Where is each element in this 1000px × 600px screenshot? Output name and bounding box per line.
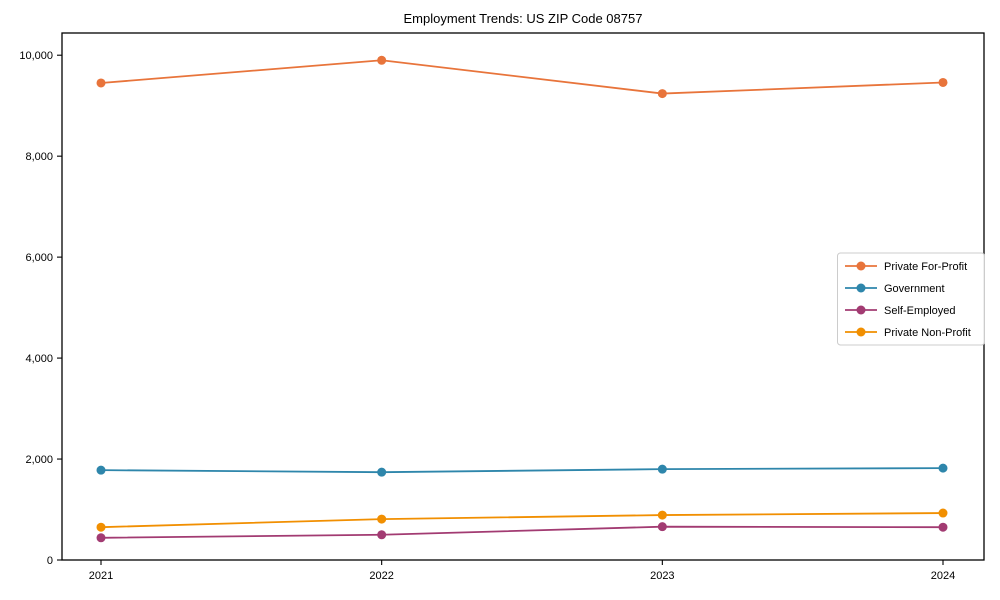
legend-box: [837, 252, 985, 346]
data-point-private-non-profit-2022: [377, 514, 387, 524]
legend: Private For-Profit Government Self-Employe…: [837, 252, 985, 346]
data-point-government-2023: [657, 464, 667, 474]
data-point-self-employed-2022: [377, 530, 387, 540]
data-point-private-non-profit-2023: [657, 510, 667, 520]
y-tick-label: 8,000: [25, 151, 53, 163]
y-tick-label: 4,000: [25, 353, 53, 365]
data-point-government-2022: [377, 467, 387, 477]
series-line-private-for-profit: [100, 59, 944, 95]
series-line-government: [100, 467, 944, 474]
x-tick-label: 2022: [369, 570, 393, 582]
series-private-non-profit: [96, 508, 948, 532]
x-tick-label: 2021: [89, 570, 113, 582]
legend-label: Government: [884, 283, 945, 295]
chart-title: Employment Trends: US ZIP Code 08757: [404, 11, 643, 26]
legend-label: Private For-Profit: [884, 261, 967, 273]
series-government: [96, 463, 948, 477]
data-point-government-2024: [938, 463, 948, 473]
series-line-self-employed: [100, 525, 944, 539]
data-point-private-for-profit-2021: [96, 78, 106, 88]
y-tick-label: 6,000: [25, 252, 53, 264]
legend-label: Private Non-Profit: [884, 327, 971, 339]
data-point-private-for-profit-2024: [938, 77, 948, 87]
legend-item-private-non-profit: Private Non-Profit: [845, 327, 971, 339]
series-line-private-non-profit: [100, 512, 944, 529]
data-point-private-for-profit-2022: [377, 55, 387, 65]
axes: 0 2,000 4,000 6,000 8,000 10,000 2021 2022 2023 2…: [19, 50, 955, 582]
legend-marker: [856, 305, 866, 315]
series-self-employed: [96, 522, 948, 543]
x-tick-label: 2023: [650, 570, 674, 582]
legend-item-government: Government: [845, 283, 945, 295]
data-point-private-for-profit-2023: [657, 89, 667, 99]
legend-marker: [856, 283, 866, 293]
data-point-government-2021: [96, 465, 106, 475]
x-tick-label: 2024: [931, 570, 955, 582]
y-tick-label: 10,000: [19, 50, 53, 62]
data-point-self-employed-2021: [96, 533, 106, 543]
y-tick-label: 0: [47, 555, 53, 567]
series-lines: [96, 55, 948, 543]
series-private-for-profit: [96, 55, 948, 99]
data-point-self-employed-2023: [657, 522, 667, 532]
y-tick-label: 2,000: [25, 454, 53, 466]
legend-item-self-employed: Self-Employed: [845, 305, 956, 317]
legend-marker: [856, 261, 866, 271]
data-point-private-non-profit-2021: [96, 522, 106, 532]
legend-label: Self-Employed: [884, 305, 956, 317]
data-point-self-employed-2024: [938, 522, 948, 532]
legend-item-private-for-profit: Private For-Profit: [845, 261, 967, 273]
legend-marker: [856, 327, 866, 337]
data-point-private-non-profit-2024: [938, 508, 948, 518]
